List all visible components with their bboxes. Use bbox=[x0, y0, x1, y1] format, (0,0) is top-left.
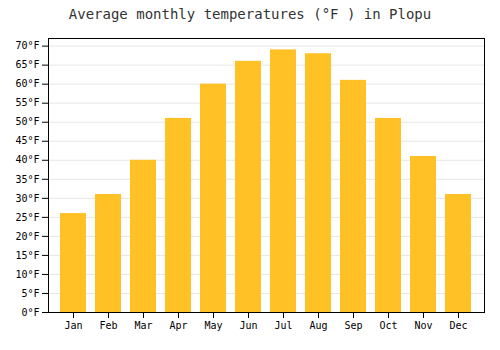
svg-text:30°F: 30°F bbox=[15, 193, 39, 204]
svg-text:45°F: 45°F bbox=[15, 135, 39, 146]
svg-text:Aug: Aug bbox=[309, 320, 327, 331]
svg-text:50°F: 50°F bbox=[15, 116, 39, 127]
svg-text:Sep: Sep bbox=[344, 320, 362, 331]
svg-text:Apr: Apr bbox=[169, 320, 187, 331]
svg-text:0°F: 0°F bbox=[21, 307, 39, 318]
svg-text:Jul: Jul bbox=[274, 320, 292, 331]
html-text:Average monthly temperatures (: Average monthly temperatures (°F ) in Pl… bbox=[68, 6, 432, 22]
svg-text:Feb: Feb bbox=[99, 320, 117, 331]
svg-text:65°F: 65°F bbox=[15, 59, 39, 70]
svg-text:40°F: 40°F bbox=[15, 154, 39, 165]
svg-text:35°F: 35°F bbox=[15, 174, 39, 185]
svg-text:60°F: 60°F bbox=[15, 78, 39, 89]
svg-text:55°F: 55°F bbox=[15, 97, 39, 108]
svg-text:Nov: Nov bbox=[414, 320, 432, 331]
svg-text:25°F: 25°F bbox=[15, 212, 39, 223]
svg-text:70°F: 70°F bbox=[15, 40, 39, 51]
svg-text:5°F: 5°F bbox=[21, 288, 39, 299]
svg-text:Jan: Jan bbox=[64, 320, 82, 331]
svg-text:Dec: Dec bbox=[449, 320, 467, 331]
svg-text:Jun: Jun bbox=[239, 320, 257, 331]
svg-text:Oct: Oct bbox=[379, 320, 397, 331]
svg-text:15°F: 15°F bbox=[15, 250, 39, 261]
svg-text:10°F: 10°F bbox=[15, 269, 39, 280]
svg-text:Mar: Mar bbox=[134, 320, 152, 331]
svg-text:May: May bbox=[204, 320, 222, 331]
svg-text:20°F: 20°F bbox=[15, 231, 39, 242]
